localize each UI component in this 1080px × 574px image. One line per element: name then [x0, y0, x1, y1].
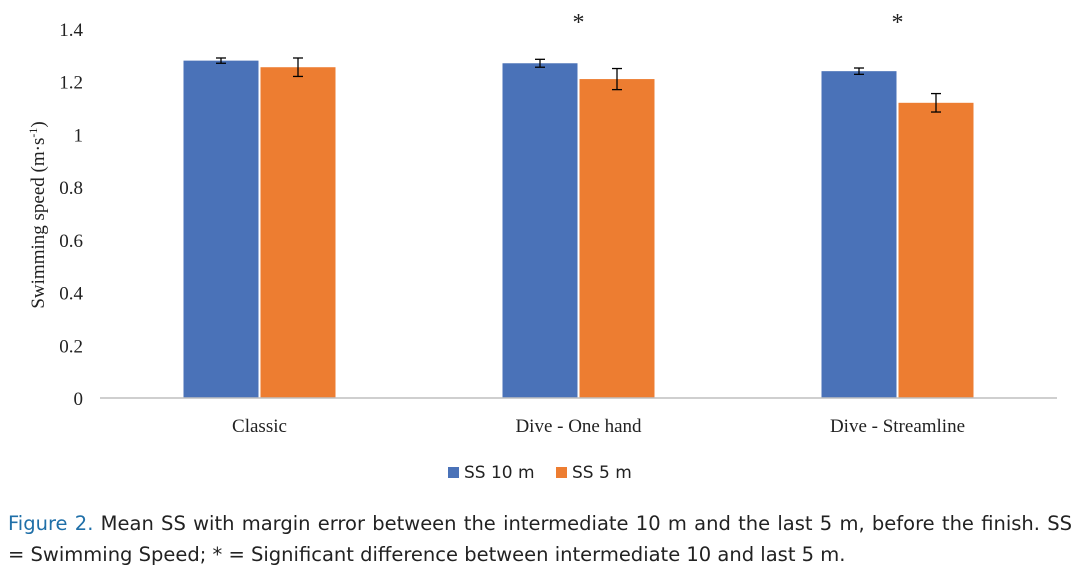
x-tick-label: Classic — [232, 416, 287, 437]
bar-chart: Swimming speed (m·s-1) 0 0.2 0.4 0.6 0.8 1 1.2… — [26, 10, 1057, 483]
bar — [183, 60, 259, 398]
bars-group — [183, 57, 974, 399]
legend-label: SS 5 m — [572, 463, 632, 483]
y-tick-label: 1 — [74, 125, 84, 146]
y-tick-label: 0.8 — [59, 178, 83, 199]
y-axis-label: Swimming speed (m·s-1) — [26, 121, 49, 308]
bar — [502, 63, 578, 399]
y-tick-label: 0.4 — [59, 284, 83, 305]
y-axis-ticks: 0 0.2 0.4 0.6 0.8 1 1.2 1.4 — [59, 20, 83, 410]
x-tick-label: Dive - Streamline — [830, 416, 965, 437]
significance-markers: * * — [573, 10, 904, 36]
bar — [260, 67, 336, 398]
y-tick-label: 1.2 — [59, 73, 83, 94]
y-tick-label: 0.6 — [59, 231, 83, 252]
y-tick-label: 0 — [74, 389, 84, 410]
legend-swatch — [556, 467, 567, 478]
figure-caption: Figure 2. Mean SS with margin error betw… — [8, 508, 1072, 570]
significance-star: * — [892, 10, 904, 36]
legend-swatch — [448, 467, 459, 478]
bar — [821, 71, 897, 399]
x-axis-ticks: Classic Dive - One hand Dive - Streamline — [232, 416, 965, 437]
significance-star: * — [573, 10, 585, 36]
legend-label: SS 10 m — [464, 463, 535, 483]
legend: SS 10 m SS 5 m — [448, 463, 632, 483]
bar — [898, 102, 974, 399]
y-tick-label: 1.4 — [59, 20, 83, 41]
x-tick-label: Dive - One hand — [515, 416, 642, 437]
y-tick-label: 0.2 — [59, 336, 83, 357]
figure-label: Figure 2. — [8, 512, 94, 535]
caption-text: Mean SS with margin error between the in… — [8, 512, 1072, 566]
bar — [579, 79, 655, 398]
